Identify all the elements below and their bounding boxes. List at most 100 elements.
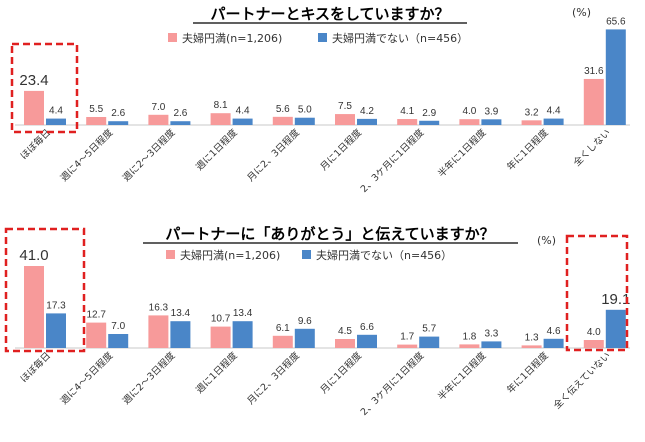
bar-c2-s1-6 xyxy=(397,344,418,348)
bar-c2-s2-3 xyxy=(232,321,253,348)
chart-1-category-labels: ほぼ毎日 週に4～5日程度 週に2～3日程度 週に1日程度 月に2、3日程度 月に1日程度… xyxy=(18,126,613,195)
chart-2-highlight-boxes xyxy=(4,227,629,353)
bar-c2-s1-9 xyxy=(583,340,604,348)
value-label-c1-s1-2: 7.0 xyxy=(151,102,165,113)
value-label-c2-s1-6: 1.7 xyxy=(400,332,414,343)
bar-c1-s1-2 xyxy=(148,114,169,125)
category-label-c1-5: 月に1日程度 xyxy=(318,126,365,173)
value-label-c1-s2-8: 4.4 xyxy=(547,106,561,117)
value-label-c2-s2-6: 5.7 xyxy=(422,324,436,335)
chart-2-legend-label-series-1: 夫婦円満(n=1,206) xyxy=(180,248,280,262)
bar-c2-s1-4 xyxy=(272,335,293,348)
value-label-c1-s2-2: 2.6 xyxy=(173,108,187,119)
value-label-c2-s2-1: 7.0 xyxy=(111,321,125,332)
bar-c1-s2-6 xyxy=(419,120,440,125)
value-label-c2-s1-8: 1.3 xyxy=(525,332,539,343)
chart-1-legend-swatch-series-2 xyxy=(318,33,327,42)
value-label-c1-s2-0: 4.4 xyxy=(49,106,63,117)
chart-2-legend-swatch-series-1 xyxy=(166,250,175,259)
category-label-c2-0: ほぼ毎日 xyxy=(18,350,53,385)
category-label-c1-8: 年に1日程度 xyxy=(504,126,551,173)
value-label-c1-s2-3: 4.4 xyxy=(236,106,250,117)
bar-c2-s2-2 xyxy=(170,321,191,348)
value-label-c2-s1-2: 16.3 xyxy=(149,302,169,313)
value-label-c1-s2-7: 3.9 xyxy=(484,106,498,117)
bar-c2-s2-1 xyxy=(108,334,129,348)
category-label-c2-5: 月に1日程度 xyxy=(318,349,365,396)
value-label-c2-s2-4: 9.6 xyxy=(298,316,312,327)
bar-c1-s2-9 xyxy=(605,29,626,125)
bar-c2-s1-0 xyxy=(24,266,44,348)
bar-c1-s2-4 xyxy=(294,117,315,125)
value-label-c2-s2-5: 6.6 xyxy=(360,322,374,333)
value-label-c1-s1-6: 4.1 xyxy=(400,106,414,117)
chart-2-value-labels: 41.017.312.77.016.313.4 10.7 13.46.19.64.5… xyxy=(19,247,630,343)
chart-1: パートナーとキスをしていますか？ (%) 夫婦円満(n=1,206) 夫婦円満で… xyxy=(10,5,630,195)
category-label-c1-7: 半年に1日程度 xyxy=(435,126,488,179)
chart-1-bars xyxy=(24,29,626,125)
bar-c2-s2-6 xyxy=(419,336,440,348)
value-label-c1-s1-8: 3.2 xyxy=(525,107,539,118)
category-label-c1-9: 全くしない xyxy=(571,127,613,169)
category-label-c2-9: 全く伝えていない xyxy=(551,350,613,412)
bar-c1-s1-0 xyxy=(24,90,44,125)
bar-c1-s2-2 xyxy=(170,121,191,125)
chart-1-legend-label-series-1: 夫婦円満(n=1,206) xyxy=(182,31,282,45)
value-label-c1-s1-3: 8.1 xyxy=(214,100,228,111)
bar-c1-s2-7 xyxy=(481,119,502,125)
category-label-c2-2: 週に2～3日程度 xyxy=(120,349,178,407)
chart-2-legend-label-series-2: 夫婦円満でない（n=456） xyxy=(316,248,452,262)
value-label-c1-s2-6: 2.9 xyxy=(422,108,436,119)
bar-c1-s1-1 xyxy=(86,116,107,125)
bar-c2-s2-4 xyxy=(294,328,315,348)
bar-c2-s2-7 xyxy=(481,341,502,348)
category-label-c2-3: 週に1日程度 xyxy=(193,349,240,396)
bar-c1-s2-5 xyxy=(357,118,377,125)
value-label-c2-s2-7: 3.3 xyxy=(484,328,498,339)
bar-c1-s2-8 xyxy=(543,118,564,125)
bar-c1-s1-6 xyxy=(397,119,418,125)
bar-c1-s1-7 xyxy=(459,119,480,125)
category-label-c2-1: 週に4～5日程度 xyxy=(58,349,116,407)
value-label-c1-s1-0: 23.4 xyxy=(19,72,48,89)
value-label-c1-s1-1: 5.5 xyxy=(89,104,103,115)
highlight-box-c2-1 xyxy=(565,234,629,352)
chart-1-unit: (%) xyxy=(572,6,591,19)
bar-c2-s1-2 xyxy=(148,315,169,348)
category-label-c1-6: 2、3ケ月に1日程度 xyxy=(358,126,427,195)
value-label-c2-s2-3: 13.4 xyxy=(233,308,253,319)
bar-c1-s1-5 xyxy=(335,114,355,125)
value-label-c2-s1-0: 41.0 xyxy=(19,247,48,264)
bar-c1-s1-4 xyxy=(272,116,293,125)
value-label-c2-s2-8: 4.6 xyxy=(547,326,561,337)
bar-c2-s1-1 xyxy=(86,322,107,348)
bar-c2-s1-5 xyxy=(335,339,355,348)
value-label-c1-s2-9: 65.6 xyxy=(606,16,626,27)
chart-2-legend-swatch-series-2 xyxy=(302,250,311,259)
chart-1-title: パートナーとキスをしていますか？ xyxy=(210,5,449,23)
value-label-c2-s1-1: 12.7 xyxy=(86,310,106,321)
bar-c2-s2-9 xyxy=(605,309,626,348)
bar-c1-s2-3 xyxy=(232,118,253,125)
chart-1-legend-label-series-2: 夫婦円満でない（n=456） xyxy=(332,31,468,45)
category-label-c2-7: 半年に1日程度 xyxy=(435,349,488,402)
value-label-c2-s1-7: 1.8 xyxy=(462,331,476,342)
bar-c2-s1-8 xyxy=(521,345,542,348)
value-label-c2-s2-2: 13.4 xyxy=(171,308,191,319)
value-label-c1-s1-5: 7.5 xyxy=(338,101,352,112)
category-label-c1-4: 月に2、3日程度 xyxy=(245,126,303,184)
chart-2-title: パートナーに「ありがとう」と伝えていますか？ xyxy=(165,225,494,243)
category-label-c1-2: 週に2～3日程度 xyxy=(120,126,178,184)
category-label-c1-3: 週に1日程度 xyxy=(193,126,240,173)
value-label-c2-s1-9: 4.0 xyxy=(587,327,601,338)
value-label-c2-s2-0: 17.3 xyxy=(46,300,66,311)
value-label-c1-s2-1: 2.6 xyxy=(111,108,125,119)
value-label-c1-s1-9: 31.6 xyxy=(584,66,604,77)
bar-c2-s2-0 xyxy=(46,313,66,348)
highlight-box-c2-0 xyxy=(4,227,86,353)
value-label-c1-s1-7: 4.0 xyxy=(462,106,476,117)
value-label-c1-s1-4: 5.6 xyxy=(276,104,290,115)
bar-c2-s2-5 xyxy=(357,334,377,348)
category-label-c2-6: 2、3ケ月に1日程度 xyxy=(358,349,427,418)
